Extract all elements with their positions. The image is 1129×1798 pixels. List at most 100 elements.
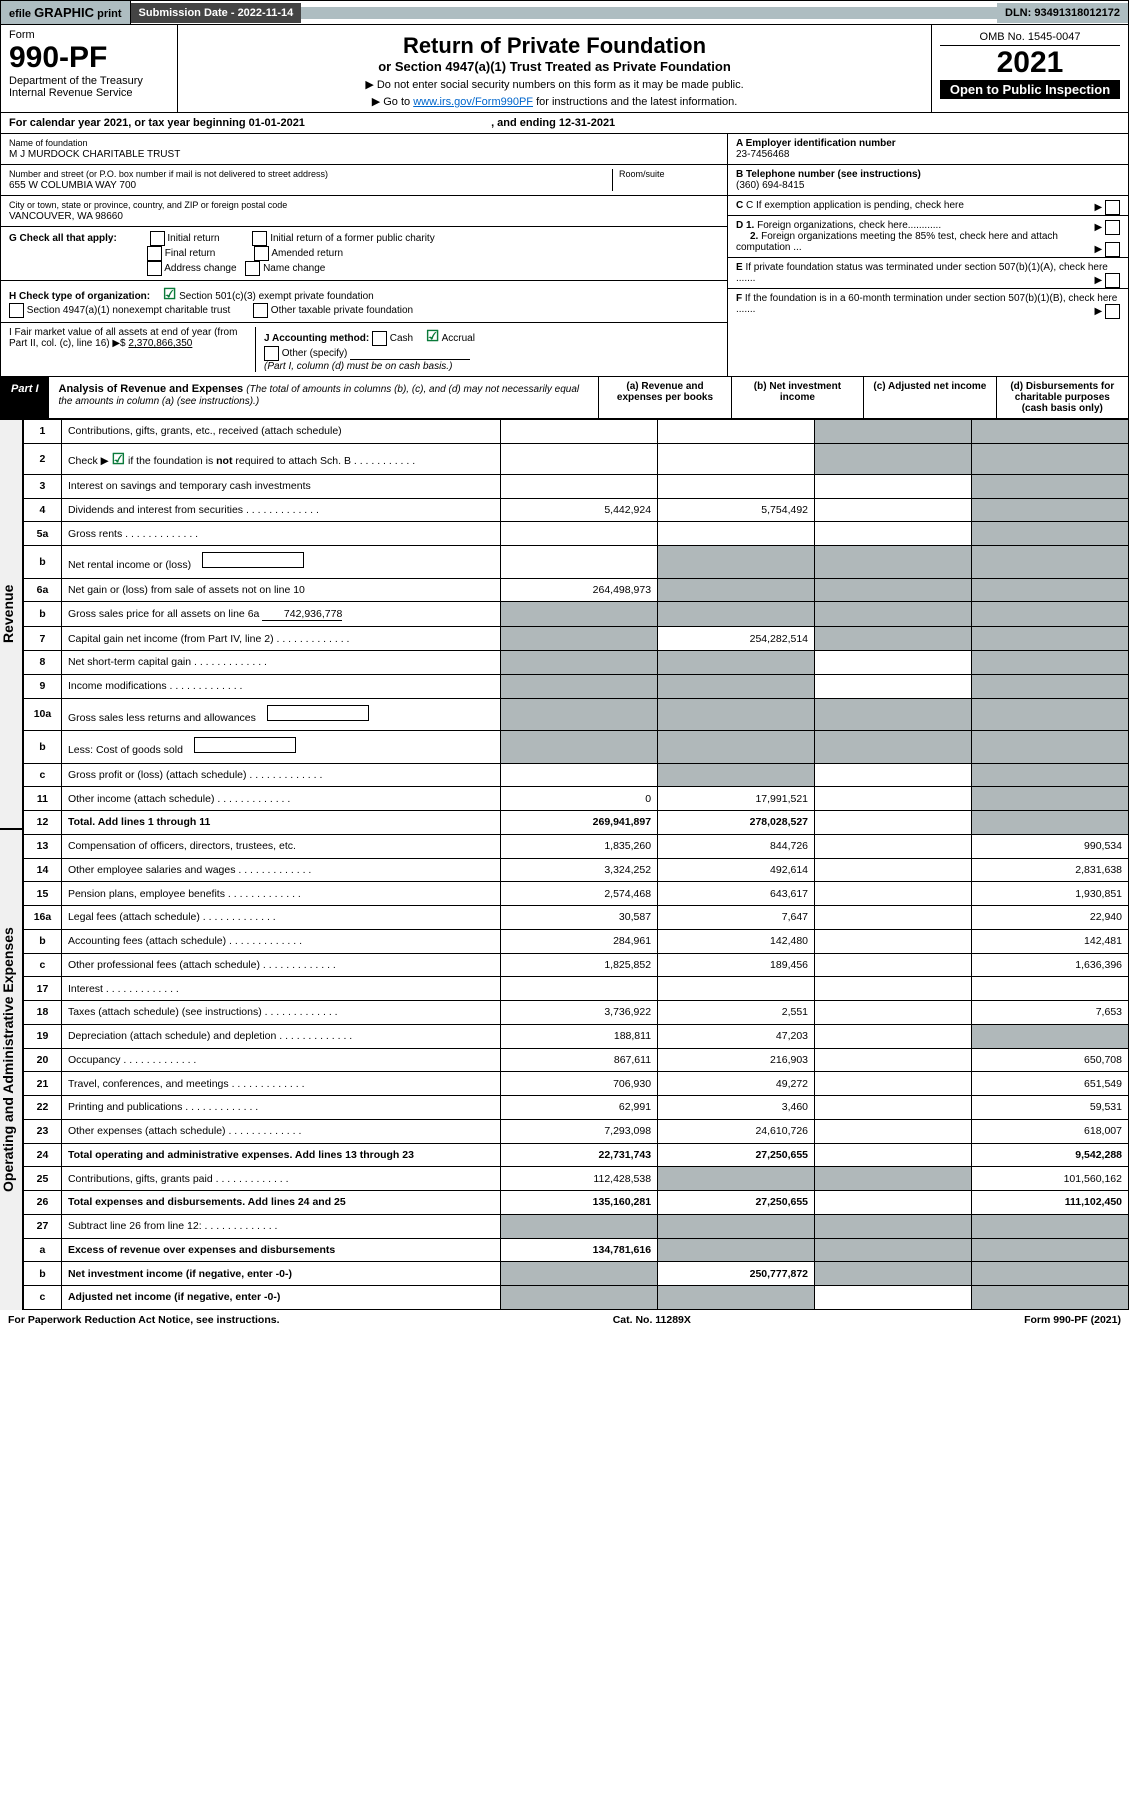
line-1-desc: Contributions, gifts, grants, etc., rece… [61, 419, 500, 443]
line-18-col-a: 3,736,922 [501, 1001, 658, 1025]
line-b: b [24, 546, 62, 579]
exemption-pending-checkbox[interactable] [1105, 200, 1120, 215]
line-3-col-c [815, 474, 972, 498]
line-12-col-a: 269,941,897 [501, 811, 658, 835]
line-23-col-c [815, 1119, 972, 1143]
line-25-col-a: 112,428,538 [501, 1167, 658, 1191]
line-10a-col-a [501, 698, 658, 731]
line-27-col-b [658, 1214, 815, 1238]
line-2-col-c [815, 443, 972, 474]
line-18-col-c [815, 1001, 972, 1025]
line-26-col-b: 27,250,655 [658, 1191, 815, 1215]
line-3: 3 [24, 474, 62, 498]
line-c-col-a [501, 1286, 658, 1310]
line-c-col-a: 1,825,852 [501, 953, 658, 977]
line-21-col-d: 651,549 [971, 1072, 1128, 1096]
final-return-checkbox[interactable] [147, 246, 162, 261]
ein-label: A Employer identification number [736, 138, 896, 149]
line-4-col-d [971, 498, 1128, 522]
line-5a: 5a [24, 522, 62, 546]
line-22-desc: Printing and publications [61, 1096, 500, 1120]
line-19: 19 [24, 1024, 62, 1048]
line-12-col-c [815, 811, 972, 835]
submission-date: Submission Date - 2022-11-14 [131, 3, 302, 23]
line-21-col-b: 49,272 [658, 1072, 815, 1096]
line-12-desc: Total. Add lines 1 through 11 [61, 811, 500, 835]
line-21-desc: Travel, conferences, and meetings [61, 1072, 500, 1096]
line-8-col-d [971, 651, 1128, 675]
line-10a: 10a [24, 698, 62, 731]
line-c-col-c [815, 763, 972, 787]
col-b-header: (b) Net investment income [731, 377, 863, 418]
form-label: Form [9, 29, 169, 41]
line-23-col-d: 618,007 [971, 1119, 1128, 1143]
line-19-col-b: 47,203 [658, 1024, 815, 1048]
line-4: 4 [24, 498, 62, 522]
line-b-col-b [658, 602, 815, 627]
line-14: 14 [24, 858, 62, 882]
omb-number: OMB No. 1545-0047 [940, 29, 1120, 46]
line-7-desc: Capital gain net income (from Part IV, l… [61, 627, 500, 651]
line-16a-col-c [815, 906, 972, 930]
501c3-checkbox[interactable]: ☑ [163, 286, 176, 303]
address-change-checkbox[interactable] [147, 261, 162, 276]
line-10a-col-c [815, 698, 972, 731]
ein-value: 23-7456468 [736, 149, 789, 160]
line-8: 8 [24, 651, 62, 675]
line-14-col-a: 3,324,252 [501, 858, 658, 882]
calendar-year-row: For calendar year 2021, or tax year begi… [0, 113, 1129, 134]
part-1-title: Analysis of Revenue and Expenses [59, 383, 244, 395]
line-20-col-a: 867,611 [501, 1048, 658, 1072]
60month-checkbox[interactable] [1105, 304, 1120, 319]
line-5a-desc: Gross rents [61, 522, 500, 546]
foreign-85-checkbox[interactable] [1105, 242, 1120, 257]
line-3-col-a [501, 474, 658, 498]
expenses-side-label: Operating and Administrative Expenses [0, 829, 23, 1310]
line-a-col-a: 134,781,616 [501, 1238, 658, 1262]
line-b: b [24, 1262, 62, 1286]
line-b-col-c [815, 602, 972, 627]
accrual-checkbox[interactable]: ☑ [426, 328, 439, 345]
initial-return-checkbox[interactable] [150, 231, 165, 246]
line-4-desc: Dividends and interest from securities [61, 498, 500, 522]
line-18: 18 [24, 1001, 62, 1025]
form-subtitle: or Section 4947(a)(1) Trust Treated as P… [186, 59, 923, 74]
line-19-col-d [971, 1024, 1128, 1048]
col-d-header: (d) Disbursements for charitable purpose… [996, 377, 1128, 418]
name-change-checkbox[interactable] [245, 261, 260, 276]
cash-checkbox[interactable] [372, 331, 387, 346]
line-3-col-d [971, 474, 1128, 498]
other-method-checkbox[interactable] [264, 346, 279, 361]
4947-checkbox[interactable] [9, 303, 24, 318]
terminated-checkbox[interactable] [1105, 273, 1120, 288]
line-c-col-b [658, 763, 815, 787]
line-27: 27 [24, 1214, 62, 1238]
name-label: Name of foundation [9, 138, 88, 148]
col-a-header: (a) Revenue and expenses per books [598, 377, 730, 418]
line-14-desc: Other employee salaries and wages [61, 858, 500, 882]
line-25-col-c [815, 1167, 972, 1191]
line-22-col-c [815, 1096, 972, 1120]
line-18-desc: Taxes (attach schedule) (see instruction… [61, 1001, 500, 1025]
cash-basis-note: (Part I, column (d) must be on cash basi… [264, 361, 452, 372]
initial-public-checkbox[interactable] [252, 231, 267, 246]
line-13-desc: Compensation of officers, directors, tru… [61, 834, 500, 858]
line-b-col-c [815, 546, 972, 579]
line-11: 11 [24, 787, 62, 811]
street-address: 655 W COLUMBIA WAY 700 [9, 180, 136, 191]
line-15-desc: Pension plans, employee benefits [61, 882, 500, 906]
part-1-header: Part I Analysis of Revenue and Expenses … [0, 377, 1129, 419]
line-20-col-b: 216,903 [658, 1048, 815, 1072]
other-taxable-checkbox[interactable] [253, 303, 268, 318]
line-9-col-b [658, 674, 815, 698]
line-c-col-d [971, 763, 1128, 787]
foreign-org-checkbox[interactable] [1105, 220, 1120, 235]
open-public-badge: Open to Public Inspection [940, 80, 1120, 99]
line-1-col-d [971, 419, 1128, 443]
line-22-col-d: 59,531 [971, 1096, 1128, 1120]
instructions-link[interactable]: www.irs.gov/Form990PF [413, 96, 533, 108]
entity-info: Name of foundationM J MURDOCK CHARITABLE… [0, 134, 1129, 377]
amended-return-checkbox[interactable] [254, 246, 269, 261]
line-20: 20 [24, 1048, 62, 1072]
line-c-col-b: 189,456 [658, 953, 815, 977]
